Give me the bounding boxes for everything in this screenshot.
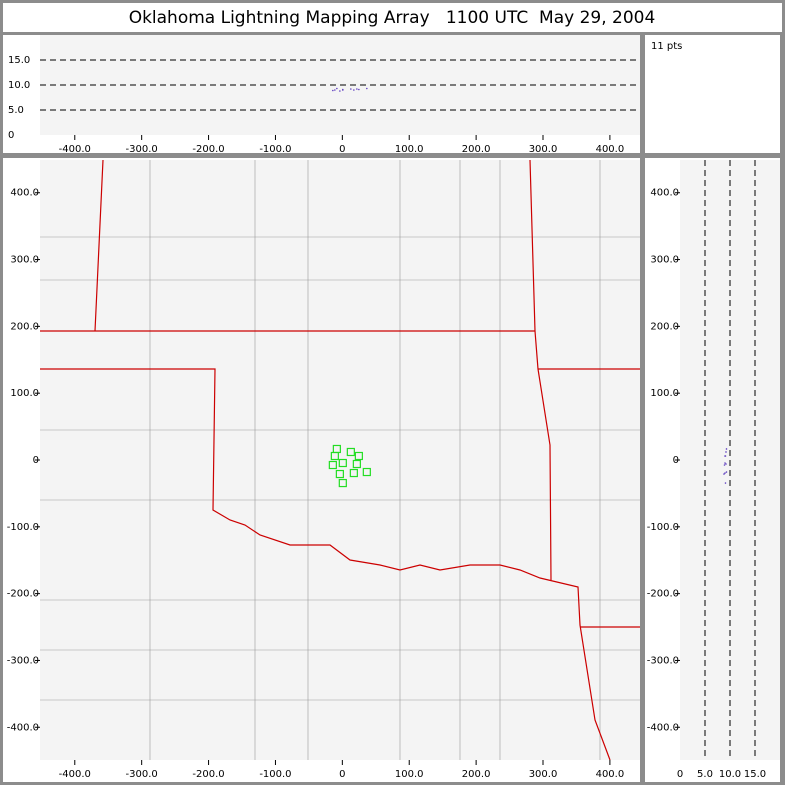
y-tick-label: 300.0	[10, 255, 39, 266]
altitude-y-point	[723, 464, 726, 466]
altitude-y-point	[725, 471, 728, 473]
y-tick-label: -400.0	[647, 722, 679, 733]
altitude-y-point	[723, 473, 725, 475]
y-tick-label: -200.0	[647, 589, 679, 600]
z-tick-label: 10.0	[719, 769, 741, 780]
altitude-x-point	[336, 87, 338, 90]
x-tick-label: 0	[339, 144, 345, 155]
altitude-x-point	[332, 89, 334, 92]
y-tick-label: 300.0	[650, 255, 679, 266]
x-tick-label: -400.0	[59, 144, 91, 155]
altitude-y-point	[724, 455, 727, 457]
state-boundaries	[40, 159, 640, 761]
source-point	[328, 460, 337, 470]
chart-title: Oklahoma Lightning Mapping Array 1100 UT…	[129, 8, 656, 28]
x-tick-label: -100.0	[259, 769, 291, 780]
source-point	[354, 451, 363, 461]
altitude-x-point	[366, 87, 368, 90]
county-lines	[40, 160, 640, 760]
x-tick-label: -300.0	[126, 144, 158, 155]
x-tick-label: 100.0	[395, 769, 424, 780]
z-tick-label: 0	[8, 130, 14, 141]
altitude-y-point	[725, 451, 727, 453]
altitude-y-point	[725, 463, 727, 465]
x-tick-label: 300.0	[529, 769, 558, 780]
x-tick-label: 200.0	[462, 769, 491, 780]
y-tick-label: 200.0	[10, 321, 39, 332]
point-count: 11 pts	[651, 41, 682, 52]
altitude-y-point	[724, 482, 727, 484]
x-tick-label: 100.0	[395, 144, 424, 155]
altitude-x-point	[353, 89, 355, 91]
z-tick-label: 5.0	[8, 105, 24, 116]
x-tick-label: 200.0	[462, 144, 491, 155]
source-point	[338, 458, 347, 468]
altitude-x-point	[339, 90, 341, 92]
x-tick-label: 400.0	[596, 144, 625, 155]
y-tick-label: -300.0	[647, 655, 679, 666]
y-tick-label: 400.0	[650, 188, 679, 199]
source-point	[335, 469, 344, 479]
y-tick-label: 200.0	[650, 321, 679, 332]
altitude-x-point	[356, 88, 358, 90]
source-point	[362, 467, 371, 477]
z-tick-label: 15.0	[8, 55, 30, 66]
x-tick-label: -200.0	[192, 769, 224, 780]
source-point	[346, 447, 355, 457]
z-tick-label: 10.0	[8, 80, 30, 91]
altitude-y-point	[725, 448, 728, 450]
x-tick-label: 300.0	[529, 144, 558, 155]
y-tick-label: 0	[673, 455, 679, 466]
x-tick-label: -400.0	[59, 769, 91, 780]
altitude-x-point	[350, 88, 352, 90]
x-tick-label: 0	[339, 769, 345, 780]
y-tick-label: -100.0	[7, 522, 39, 533]
z-tick-label: 5.0	[697, 769, 713, 780]
z-tick-label: 0	[677, 769, 683, 780]
source-point	[338, 478, 347, 488]
z-tick-label: 15.0	[744, 769, 766, 780]
source-point	[349, 468, 358, 478]
y-tick-label: 400.0	[10, 188, 39, 199]
y-tick-label: -100.0	[647, 522, 679, 533]
source-point	[352, 459, 361, 469]
title-bar	[3, 3, 782, 32]
y-tick-label: 100.0	[10, 388, 39, 399]
altitude-x-point	[358, 88, 360, 91]
y-tick-label: 0	[33, 455, 39, 466]
altitude-x-point	[342, 88, 344, 91]
altitude-y-point	[724, 472, 726, 474]
x-tick-label: -300.0	[126, 769, 158, 780]
y-tick-label: -400.0	[7, 722, 39, 733]
y-tick-label: -300.0	[7, 655, 39, 666]
x-tick-label: -100.0	[259, 144, 291, 155]
y-tick-label: -200.0	[7, 589, 39, 600]
x-tick-label: 400.0	[596, 769, 625, 780]
x-tick-label: -200.0	[192, 144, 224, 155]
source-point	[330, 451, 339, 461]
y-tick-label: 100.0	[650, 388, 679, 399]
altitude-x-point	[334, 89, 336, 91]
info-panel	[645, 35, 780, 153]
altitude-y-point	[724, 462, 726, 464]
